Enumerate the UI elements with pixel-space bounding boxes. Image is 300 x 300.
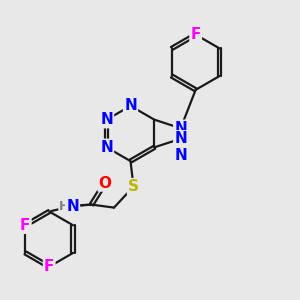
Text: N: N bbox=[124, 98, 137, 113]
Text: F: F bbox=[190, 27, 201, 42]
Text: N: N bbox=[174, 121, 187, 136]
Text: N: N bbox=[66, 199, 79, 214]
Text: H: H bbox=[59, 200, 70, 213]
Text: N: N bbox=[100, 140, 113, 155]
Text: N: N bbox=[174, 148, 187, 163]
Text: S: S bbox=[128, 179, 139, 194]
Text: N: N bbox=[100, 112, 113, 127]
Text: F: F bbox=[44, 259, 54, 274]
Text: O: O bbox=[98, 176, 112, 190]
Text: N: N bbox=[174, 131, 187, 146]
Text: F: F bbox=[20, 218, 31, 233]
